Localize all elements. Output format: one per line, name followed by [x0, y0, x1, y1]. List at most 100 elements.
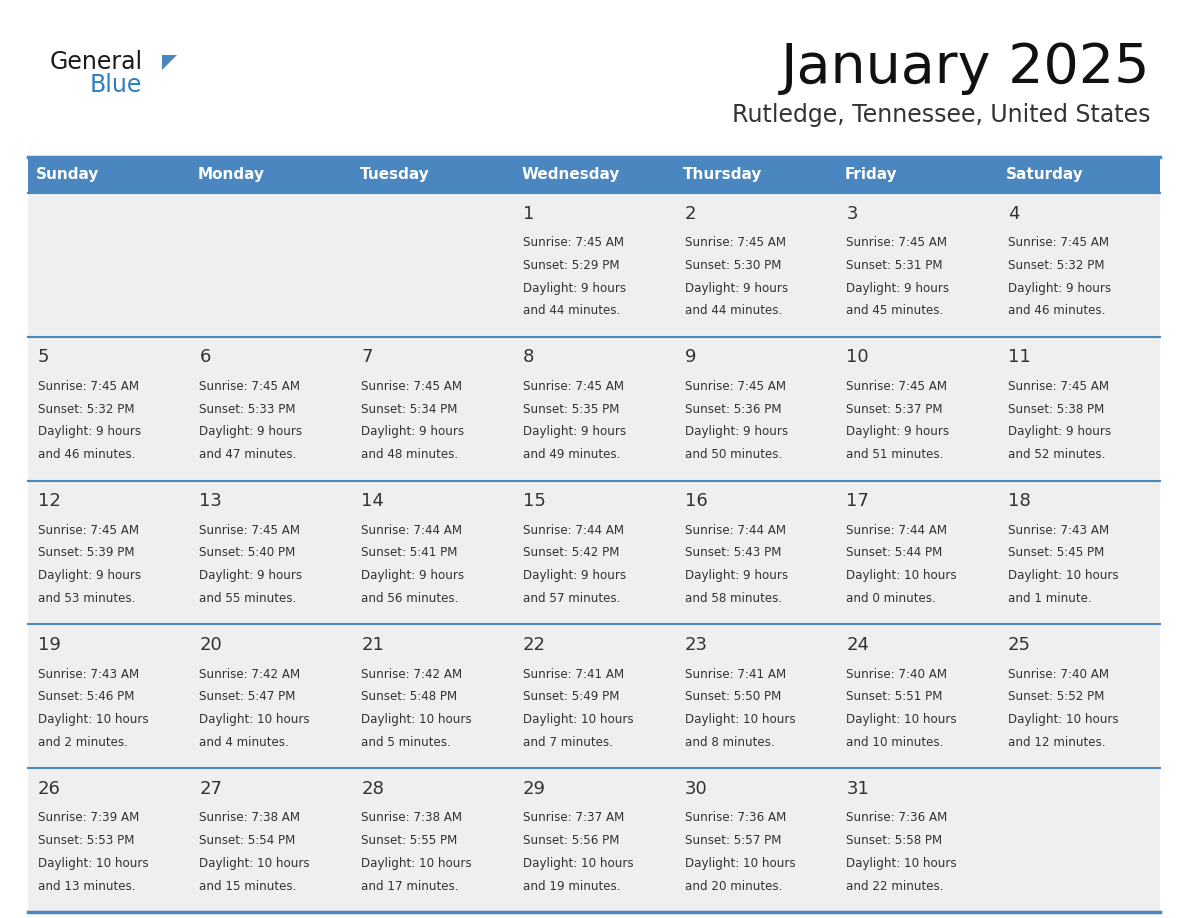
- Text: Sunrise: 7:44 AM: Sunrise: 7:44 AM: [361, 524, 462, 537]
- Text: Sunset: 5:56 PM: Sunset: 5:56 PM: [523, 834, 619, 847]
- Text: Daylight: 10 hours: Daylight: 10 hours: [1007, 713, 1119, 726]
- Text: Sunset: 5:36 PM: Sunset: 5:36 PM: [684, 403, 781, 416]
- Text: Monday: Monday: [197, 167, 265, 183]
- Text: 25: 25: [1007, 636, 1031, 654]
- Text: Tuesday: Tuesday: [360, 167, 429, 183]
- Text: 10: 10: [846, 348, 868, 366]
- Text: Daylight: 9 hours: Daylight: 9 hours: [200, 569, 303, 582]
- Text: Daylight: 10 hours: Daylight: 10 hours: [846, 569, 956, 582]
- Text: Sunset: 5:35 PM: Sunset: 5:35 PM: [523, 403, 619, 416]
- Text: Daylight: 10 hours: Daylight: 10 hours: [38, 856, 148, 869]
- Text: Daylight: 9 hours: Daylight: 9 hours: [38, 569, 141, 582]
- Text: and 2 minutes.: and 2 minutes.: [38, 735, 127, 749]
- Bar: [29, 624, 1159, 768]
- Text: Sunrise: 7:45 AM: Sunrise: 7:45 AM: [38, 380, 139, 393]
- Text: Sunrise: 7:44 AM: Sunrise: 7:44 AM: [523, 524, 624, 537]
- Text: Daylight: 9 hours: Daylight: 9 hours: [361, 425, 465, 439]
- Text: 28: 28: [361, 779, 384, 798]
- Text: Sunset: 5:52 PM: Sunset: 5:52 PM: [1007, 690, 1105, 703]
- Text: 7: 7: [361, 348, 373, 366]
- Text: 3: 3: [846, 205, 858, 222]
- Text: Daylight: 10 hours: Daylight: 10 hours: [200, 856, 310, 869]
- Text: Sunset: 5:44 PM: Sunset: 5:44 PM: [846, 546, 942, 559]
- Text: Sunset: 5:51 PM: Sunset: 5:51 PM: [846, 690, 942, 703]
- Text: Sunrise: 7:37 AM: Sunrise: 7:37 AM: [523, 812, 624, 824]
- Text: Sunset: 5:32 PM: Sunset: 5:32 PM: [1007, 259, 1105, 272]
- Text: Sunset: 5:33 PM: Sunset: 5:33 PM: [200, 403, 296, 416]
- Text: Friday: Friday: [845, 167, 897, 183]
- Text: Sunrise: 7:41 AM: Sunrise: 7:41 AM: [684, 667, 785, 680]
- Text: Sunrise: 7:38 AM: Sunrise: 7:38 AM: [200, 812, 301, 824]
- Text: and 49 minutes.: and 49 minutes.: [523, 448, 620, 461]
- Text: Sunset: 5:49 PM: Sunset: 5:49 PM: [523, 690, 619, 703]
- Text: Sunrise: 7:45 AM: Sunrise: 7:45 AM: [200, 380, 301, 393]
- Text: Sunrise: 7:45 AM: Sunrise: 7:45 AM: [1007, 236, 1108, 249]
- Text: Sunset: 5:46 PM: Sunset: 5:46 PM: [38, 690, 134, 703]
- Text: and 46 minutes.: and 46 minutes.: [1007, 304, 1105, 318]
- Text: Daylight: 9 hours: Daylight: 9 hours: [846, 282, 949, 295]
- Bar: [29, 193, 1159, 337]
- Text: Sunset: 5:42 PM: Sunset: 5:42 PM: [523, 546, 619, 559]
- Text: Sunset: 5:38 PM: Sunset: 5:38 PM: [1007, 403, 1104, 416]
- Text: 1: 1: [523, 205, 535, 222]
- Text: Sunset: 5:50 PM: Sunset: 5:50 PM: [684, 690, 781, 703]
- Text: Daylight: 9 hours: Daylight: 9 hours: [1007, 282, 1111, 295]
- Text: and 51 minutes.: and 51 minutes.: [846, 448, 943, 461]
- Text: Sunrise: 7:45 AM: Sunrise: 7:45 AM: [1007, 380, 1108, 393]
- Text: Sunset: 5:45 PM: Sunset: 5:45 PM: [1007, 546, 1104, 559]
- Text: 26: 26: [38, 779, 61, 798]
- Text: and 46 minutes.: and 46 minutes.: [38, 448, 135, 461]
- Text: and 5 minutes.: and 5 minutes.: [361, 735, 451, 749]
- Text: Daylight: 10 hours: Daylight: 10 hours: [523, 713, 633, 726]
- Text: 21: 21: [361, 636, 384, 654]
- Text: Daylight: 10 hours: Daylight: 10 hours: [361, 713, 472, 726]
- Text: and 56 minutes.: and 56 minutes.: [361, 592, 459, 605]
- Text: Sunset: 5:29 PM: Sunset: 5:29 PM: [523, 259, 619, 272]
- Text: 15: 15: [523, 492, 545, 510]
- Text: Daylight: 10 hours: Daylight: 10 hours: [684, 713, 795, 726]
- Text: Sunrise: 7:44 AM: Sunrise: 7:44 AM: [846, 524, 947, 537]
- Text: and 53 minutes.: and 53 minutes.: [38, 592, 135, 605]
- Text: Sunset: 5:32 PM: Sunset: 5:32 PM: [38, 403, 134, 416]
- Text: Daylight: 9 hours: Daylight: 9 hours: [846, 425, 949, 439]
- Text: Sunset: 5:34 PM: Sunset: 5:34 PM: [361, 403, 457, 416]
- Text: 9: 9: [684, 348, 696, 366]
- Text: Sunrise: 7:45 AM: Sunrise: 7:45 AM: [684, 236, 785, 249]
- Text: Sunrise: 7:45 AM: Sunrise: 7:45 AM: [523, 236, 624, 249]
- Text: and 57 minutes.: and 57 minutes.: [523, 592, 620, 605]
- Text: Sunset: 5:54 PM: Sunset: 5:54 PM: [200, 834, 296, 847]
- Text: Sunset: 5:57 PM: Sunset: 5:57 PM: [684, 834, 781, 847]
- Text: 20: 20: [200, 636, 222, 654]
- Text: Sunrise: 7:38 AM: Sunrise: 7:38 AM: [361, 812, 462, 824]
- Text: and 0 minutes.: and 0 minutes.: [846, 592, 936, 605]
- Text: Daylight: 9 hours: Daylight: 9 hours: [1007, 425, 1111, 439]
- Text: Daylight: 10 hours: Daylight: 10 hours: [1007, 569, 1119, 582]
- Text: and 45 minutes.: and 45 minutes.: [846, 304, 943, 318]
- Text: Sunrise: 7:36 AM: Sunrise: 7:36 AM: [684, 812, 785, 824]
- Polygon shape: [162, 55, 177, 70]
- Text: Sunrise: 7:44 AM: Sunrise: 7:44 AM: [684, 524, 785, 537]
- Text: 5: 5: [38, 348, 49, 366]
- Text: Blue: Blue: [90, 73, 143, 97]
- Text: 4: 4: [1007, 205, 1019, 222]
- Text: Sunrise: 7:45 AM: Sunrise: 7:45 AM: [846, 236, 947, 249]
- Text: and 22 minutes.: and 22 minutes.: [846, 879, 943, 892]
- Text: Sunset: 5:30 PM: Sunset: 5:30 PM: [684, 259, 781, 272]
- Text: Rutledge, Tennessee, United States: Rutledge, Tennessee, United States: [732, 103, 1150, 127]
- Text: 13: 13: [200, 492, 222, 510]
- Text: Daylight: 10 hours: Daylight: 10 hours: [684, 856, 795, 869]
- Text: Daylight: 10 hours: Daylight: 10 hours: [200, 713, 310, 726]
- Text: Sunrise: 7:43 AM: Sunrise: 7:43 AM: [1007, 524, 1110, 537]
- Text: 2: 2: [684, 205, 696, 222]
- Text: 6: 6: [200, 348, 210, 366]
- Text: Sunrise: 7:45 AM: Sunrise: 7:45 AM: [38, 524, 139, 537]
- Text: Daylight: 10 hours: Daylight: 10 hours: [846, 856, 956, 869]
- Text: Daylight: 9 hours: Daylight: 9 hours: [684, 425, 788, 439]
- Text: and 52 minutes.: and 52 minutes.: [1007, 448, 1105, 461]
- Text: and 15 minutes.: and 15 minutes.: [200, 879, 297, 892]
- Text: and 20 minutes.: and 20 minutes.: [684, 879, 782, 892]
- Bar: [29, 157, 1159, 193]
- Text: and 48 minutes.: and 48 minutes.: [361, 448, 459, 461]
- Bar: [29, 481, 1159, 624]
- Text: and 1 minute.: and 1 minute.: [1007, 592, 1092, 605]
